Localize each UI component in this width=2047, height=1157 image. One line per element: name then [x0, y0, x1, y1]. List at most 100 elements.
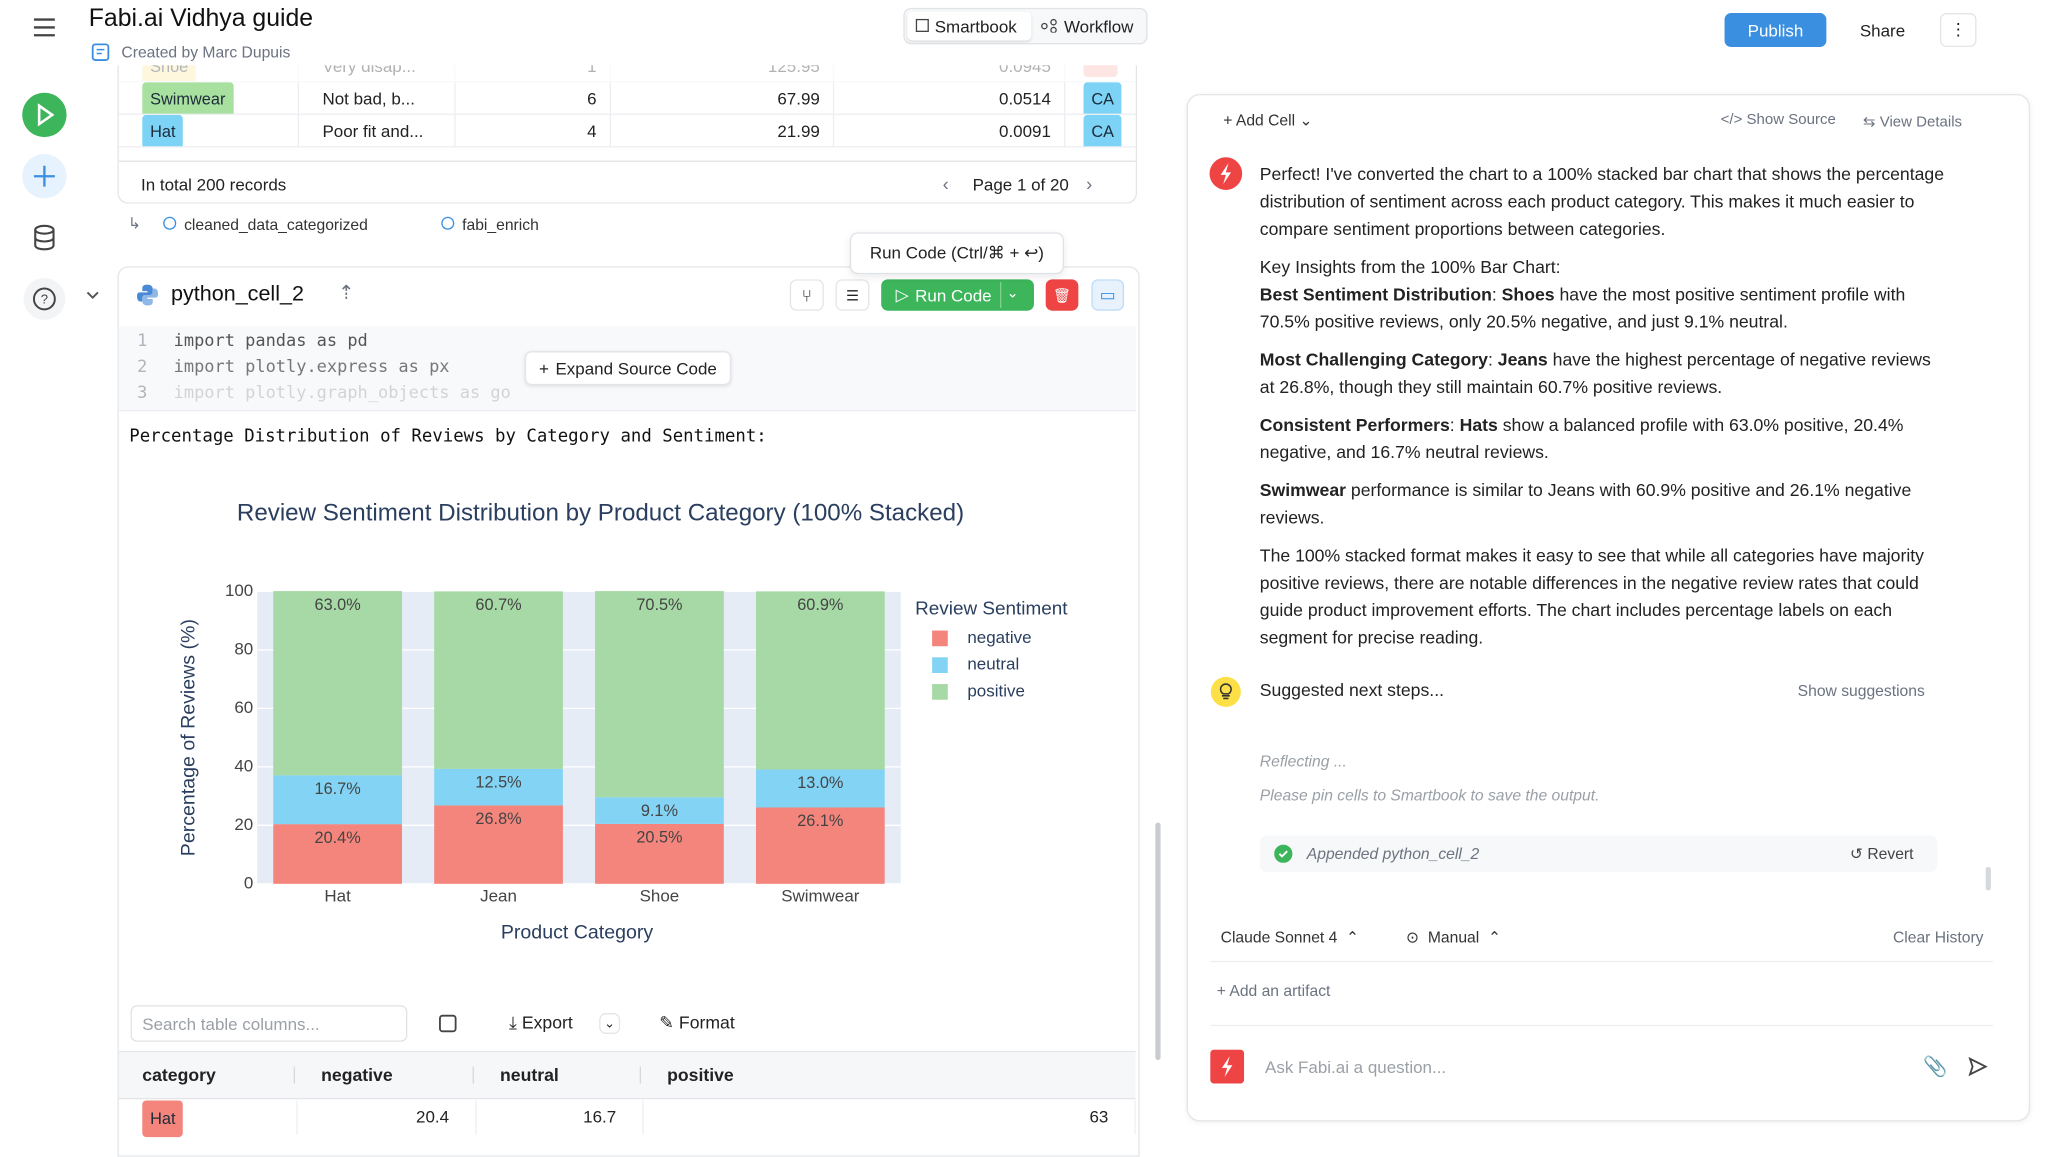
table-header-bg [118, 1052, 1136, 1100]
mode-label: Manual [1427, 928, 1480, 947]
summary-table: category negative neutral positive Hat 20.4 16… [118, 1050, 1136, 1145]
add-cell-button[interactable]: + Add Cell ⌄ [1223, 110, 1313, 130]
expand-table-icon[interactable] [437, 1013, 458, 1034]
run-code-button[interactable]: ▷ Run Code [881, 279, 1034, 311]
message-emphasis: Jeans [1497, 349, 1548, 370]
search-input[interactable]: Search table columns... [130, 1005, 408, 1042]
share-label: Share [1859, 20, 1906, 40]
python-icon [137, 284, 158, 306]
column-header: negative [321, 1065, 393, 1085]
format-button[interactable]: ☰ [835, 279, 870, 311]
format-button[interactable]: ✎ Format [659, 1013, 735, 1033]
cell-text: 63 [1089, 1107, 1109, 1127]
column-divider [472, 1066, 474, 1084]
mode-smartbook[interactable]: Smartbook [934, 16, 1017, 37]
data-icon[interactable] [31, 224, 57, 251]
branch-button[interactable]: ⑂ [789, 279, 824, 311]
attach-button[interactable]: 📎 [1922, 1056, 1948, 1079]
menu-icon[interactable] [31, 16, 57, 39]
table-footer-border [118, 160, 1136, 162]
expand-source-button[interactable]: + Expand Source Code [524, 351, 732, 386]
chat-input[interactable]: Ask Fabi.ai a question... [1265, 1057, 1447, 1078]
cell-text: 4 [587, 121, 597, 141]
cell-text: 16.7 [583, 1107, 617, 1127]
table-cell: 63 [644, 1100, 1136, 1135]
cell-text: 21.99 [777, 121, 820, 141]
table-cell: 4 [455, 114, 611, 148]
message-text: : [1487, 349, 1498, 370]
lineage-arrow: ↳ [127, 214, 142, 233]
tag [1083, 65, 1118, 77]
table-cell: Swimwear [118, 82, 299, 115]
publish-label: Publish [1747, 20, 1804, 40]
prev-page[interactable]: ‹ [942, 173, 949, 195]
table-cell: 16.7 [477, 1100, 644, 1135]
suggest-icon [1210, 676, 1241, 707]
cell-output: Percentage Distribution of Reviews by Ca… [129, 426, 767, 447]
records-table: Shoe Very disap... 1 125.95 0.0945 Swimwear No… [117, 65, 1138, 204]
clear-history[interactable]: Clear History [1892, 928, 1984, 947]
code-line: import pandas as pd [173, 331, 368, 352]
cell-text: Very disap... [322, 65, 416, 76]
send-button[interactable] [1967, 1056, 1988, 1077]
help-icon[interactable]: ? [21, 275, 68, 322]
share-button[interactable]: Share [1839, 13, 1926, 47]
table-cell: 0.0091 [834, 114, 1066, 148]
cell-text: 1 [587, 65, 597, 76]
scrollbar[interactable] [1155, 822, 1161, 1061]
export-options[interactable]: ⌄ [599, 1013, 621, 1034]
message-paragraph: Swimwear performance is similar to Jeans… [1260, 477, 1949, 532]
delete-button[interactable]: 🗑 [1045, 279, 1079, 311]
message-text: : [1491, 284, 1502, 305]
message-paragraph: Most Challenging Category: Jeans have th… [1260, 346, 1949, 401]
cell-text: 0.0945 [999, 65, 1051, 76]
pin-icon[interactable]: ⇡ [338, 281, 355, 305]
code-line: import plotly.graph_objects as go [173, 383, 511, 404]
column-header: positive [667, 1065, 734, 1085]
table-cell [1065, 65, 1136, 83]
message-text: have the highest percentage of negative … [1259, 349, 1931, 397]
line-number: 3 [137, 383, 148, 404]
suggested-steps: Suggested next steps... [1259, 680, 1444, 700]
add-button[interactable] [21, 153, 68, 200]
publish-button[interactable]: Publish [1724, 13, 1827, 47]
mode-select[interactable]: ⊙ Manual ⌃ [1406, 928, 1502, 947]
table-cell: 67.99 [610, 82, 835, 115]
message-paragraph: Key Insights from the 100% Bar Chart: [1260, 253, 1949, 280]
lineage-icon [163, 216, 177, 230]
add-artifact[interactable]: + Add an artifact [1216, 981, 1331, 1001]
mode-icon [1041, 18, 1057, 33]
cell-text: 20.4 [416, 1107, 450, 1127]
chat-scrollbar[interactable] [1985, 866, 1991, 891]
lineage-source[interactable]: cleaned_data_categorized [184, 215, 368, 234]
mode-workflow[interactable]: Workflow [1063, 16, 1134, 37]
code-editor[interactable]: 1 import pandas as pd 2 import plotly.expre… [118, 326, 1136, 412]
code-line: import plotly.express as px [173, 357, 450, 378]
comment-button[interactable]: ▭ [1091, 279, 1125, 311]
tag: Hat [142, 1100, 184, 1138]
message-text: Perfect! I've converted the chart to a 1… [1259, 164, 1945, 239]
message-paragraph: Best Sentiment Distribution: Shoes have … [1260, 281, 1949, 336]
export-button[interactable]: ⤓ Export [509, 1013, 573, 1033]
run-all-button[interactable] [21, 91, 68, 138]
lineage-source[interactable]: fabi_enrich [462, 215, 539, 234]
show-suggestions[interactable]: Show suggestions [1797, 681, 1925, 700]
table-cell: 20.4 [298, 1100, 477, 1135]
next-page[interactable]: › [1086, 173, 1093, 195]
doc-icon [91, 43, 110, 61]
notebook-title: Fabi.ai Vidhya guide [88, 5, 314, 33]
message-emphasis: Swimwear [1259, 480, 1347, 501]
view-details[interactable]: ⇆ View Details [1862, 114, 1963, 131]
table-cell: 21.99 [610, 114, 835, 148]
run-options[interactable]: ⌄ [1006, 285, 1019, 302]
appended-text: Appended python_cell_2 [1306, 844, 1480, 863]
model-select[interactable]: Claude Sonnet 4 ⌃ [1220, 928, 1360, 947]
tag: Swimwear [142, 82, 234, 114]
more-button[interactable]: ⋮ [1939, 13, 1977, 47]
collapse-icon[interactable] [85, 289, 101, 302]
show-source[interactable]: </> Show Source [1720, 112, 1836, 128]
hint: Please pin cells to Smartbook to save th… [1259, 785, 1600, 805]
revert-button[interactable]: ↺ Revert [1849, 844, 1914, 863]
column-divider [293, 1066, 296, 1084]
